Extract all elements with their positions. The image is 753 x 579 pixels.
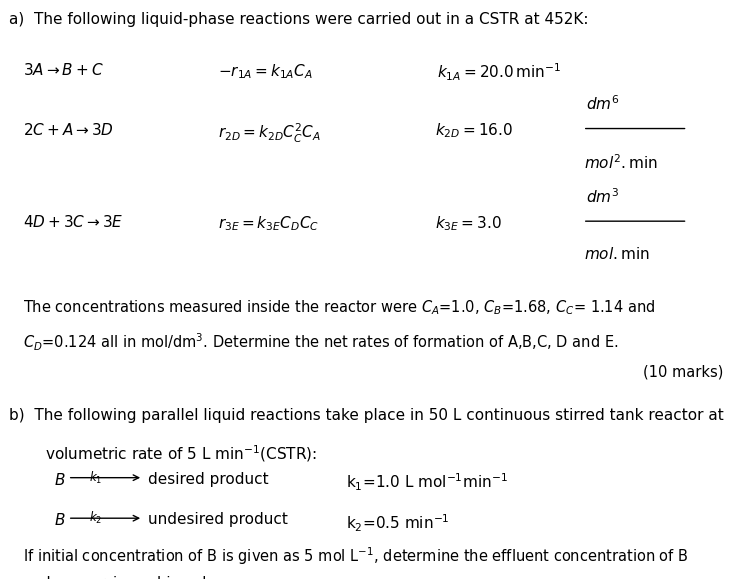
Text: $k_{3E} = 3.0\,$: $k_{3E} = 3.0\,$: [435, 214, 502, 233]
Text: $r_{2D} = k_{2D}C_C^2 C_A$: $r_{2D} = k_{2D}C_C^2 C_A$: [218, 122, 322, 145]
Text: $2C + A \rightarrow 3D$: $2C + A \rightarrow 3D$: [23, 122, 113, 138]
Text: The concentrations measured inside the reactor were $C_A$=1.0, $C_B$=1.68, $C_C$: The concentrations measured inside the r…: [23, 298, 655, 317]
Text: and conversion achieved.: and conversion achieved.: [23, 576, 211, 579]
Text: $dm^3$: $dm^3$: [586, 187, 619, 206]
Text: $mol\mathrm{.min}$: $mol\mathrm{.min}$: [584, 246, 650, 262]
Text: $dm^6$: $dm^6$: [586, 94, 619, 113]
Text: $r_{3E} = k_{3E}C_D C_C$: $r_{3E} = k_{3E}C_D C_C$: [218, 214, 319, 233]
Text: volumetric rate of 5 L min$^{-1}$(CSTR):: volumetric rate of 5 L min$^{-1}$(CSTR):: [45, 443, 317, 464]
Text: b)  The following parallel liquid reactions take place in 50 L continuous stirre: b) The following parallel liquid reactio…: [9, 408, 724, 423]
Text: k$_2$=0.5 min$^{-1}$: k$_2$=0.5 min$^{-1}$: [346, 512, 450, 534]
Text: k$_1$=1.0 L mol$^{-1}$min$^{-1}$: k$_1$=1.0 L mol$^{-1}$min$^{-1}$: [346, 472, 508, 493]
Text: (10 marks): (10 marks): [642, 365, 723, 380]
Text: $3A \rightarrow B+C$: $3A \rightarrow B+C$: [23, 62, 103, 78]
Text: $-r_{1A} = k_{1A}C_A$: $-r_{1A} = k_{1A}C_A$: [218, 62, 313, 80]
Text: $B$: $B$: [54, 472, 66, 488]
Text: $k_1$: $k_1$: [89, 470, 102, 486]
Text: $k_2$: $k_2$: [89, 510, 102, 526]
Text: $B$: $B$: [54, 512, 66, 529]
Text: $k_{1A} = 20.0\,\mathrm{min}^{-1}$: $k_{1A} = 20.0\,\mathrm{min}^{-1}$: [437, 62, 561, 83]
Text: a)  The following liquid-phase reactions were carried out in a CSTR at 452K:: a) The following liquid-phase reactions …: [9, 12, 589, 27]
Text: If initial concentration of B is given as 5 mol L$^{-1}$, determine the effluent: If initial concentration of B is given a…: [23, 545, 688, 567]
Text: $C_D$=0.124 all in mol/dm$^3$. Determine the net rates of formation of A,B,C, D : $C_D$=0.124 all in mol/dm$^3$. Determine…: [23, 332, 618, 353]
Text: desired product: desired product: [148, 472, 268, 487]
Text: $mol^2\mathrm{.min}$: $mol^2\mathrm{.min}$: [584, 153, 658, 172]
Text: $4D + 3C \rightarrow 3E$: $4D + 3C \rightarrow 3E$: [23, 214, 123, 230]
Text: $k_{2D} = 16.0\,$: $k_{2D} = 16.0\,$: [435, 122, 513, 140]
Text: undesired product: undesired product: [148, 512, 288, 527]
